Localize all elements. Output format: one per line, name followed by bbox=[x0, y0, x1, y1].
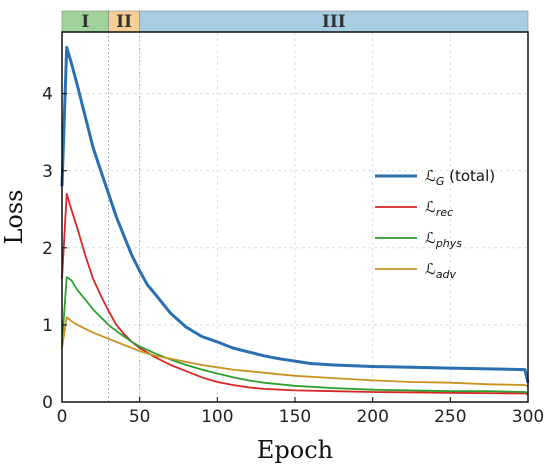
x-tick-label: 250 bbox=[434, 407, 466, 427]
y-tick-label: 0 bbox=[42, 393, 53, 413]
legend: ℒG (total) ℒrec ℒphys ℒadv bbox=[375, 167, 495, 281]
x-tick-label: 300 bbox=[512, 407, 544, 427]
legend-entry-4: ℒadv bbox=[425, 260, 457, 281]
series-line-4 bbox=[61, 316, 529, 388]
x-axis-title: Epoch bbox=[257, 436, 333, 464]
y-tick-label: 1 bbox=[42, 316, 53, 336]
x-tick-label: 150 bbox=[279, 407, 311, 427]
series-line-3 bbox=[61, 276, 529, 394]
y-tick-label: 4 bbox=[42, 85, 53, 105]
legend-entry-1: ℒG (total) bbox=[425, 167, 495, 188]
x-tick-label: 100 bbox=[201, 407, 233, 427]
axis-ticks: 0 50 100 150 200 250 300 0 1 2 3 4 bbox=[42, 85, 544, 427]
y-axis-title: Loss bbox=[0, 189, 28, 244]
x-tick-label: 200 bbox=[356, 407, 388, 427]
phase-label-3: III bbox=[322, 12, 346, 32]
y-tick-label: 3 bbox=[42, 162, 53, 182]
phase-label-1: I bbox=[81, 12, 89, 32]
series-line-1 bbox=[60, 45, 530, 384]
series-lines bbox=[60, 45, 530, 396]
legend-entry-2: ℒrec bbox=[425, 198, 453, 219]
x-tick-label: 0 bbox=[57, 407, 68, 427]
legend-entry-3: ℒphys bbox=[425, 229, 462, 250]
series-line-2 bbox=[61, 193, 529, 396]
phase-label-2: II bbox=[116, 12, 132, 32]
x-tick-label: 50 bbox=[129, 407, 151, 427]
y-tick-label: 2 bbox=[42, 239, 53, 259]
grid bbox=[62, 32, 528, 402]
